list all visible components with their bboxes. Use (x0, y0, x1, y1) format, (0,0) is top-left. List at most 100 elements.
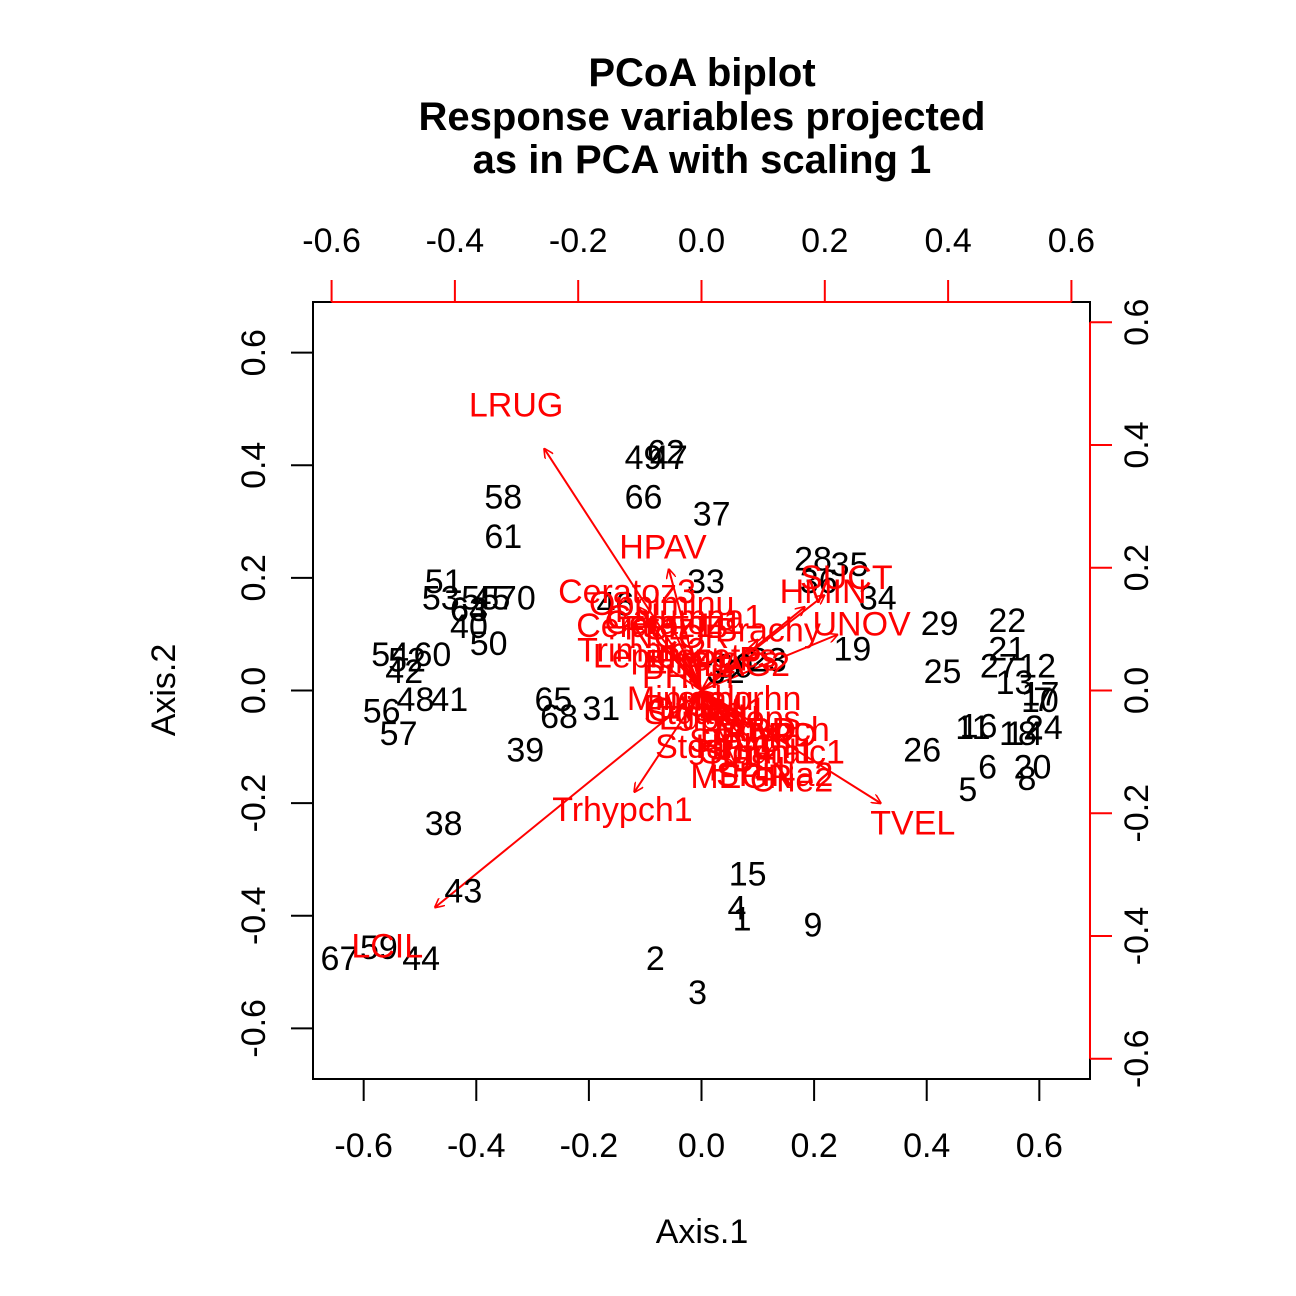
site-label: 56 (363, 692, 401, 730)
species-label: MEGR (690, 758, 792, 796)
species-arrow-minor (666, 650, 703, 692)
x-tick-label: 0.4 (903, 1127, 950, 1165)
site-label: 54 (371, 636, 409, 674)
site-label: 11 (955, 709, 990, 747)
y-axis-left: -0.6 -0.4 -0.2 0.0 0.2 0.4 0.6 (235, 329, 314, 1058)
species-label: FSET (624, 610, 711, 648)
species-label: PHTH (642, 658, 735, 696)
site-label: 47 (650, 439, 688, 477)
species-arrow (544, 449, 703, 692)
y-tick-label: 0.6 (235, 329, 273, 376)
site-label: 28 (794, 540, 832, 578)
site-label: 59 (360, 929, 398, 967)
site-label: 8 (1017, 760, 1036, 798)
site-label: 65 (535, 681, 573, 719)
y-tick-label: -0.2 (235, 774, 273, 833)
species-label: Trhypch (708, 711, 830, 749)
top-tick-label: 0.2 (801, 222, 848, 260)
species-arrow (700, 690, 736, 764)
y-tick-label: 0.0 (235, 667, 273, 714)
species-label: RARD (700, 711, 796, 749)
site-label: 49 (625, 439, 663, 477)
species-arrows (435, 449, 880, 907)
species-label: Oribatl1 (648, 691, 767, 729)
species-label: Trimalc1 (716, 733, 845, 771)
right-tick-label: 0.4 (1118, 421, 1156, 468)
site-label: 34 (859, 580, 897, 618)
species-label: Ceratoz1 (576, 607, 714, 645)
species-label: RARD (721, 717, 817, 755)
species-arrow (638, 607, 703, 692)
chart-title-line-2: Response variables projected (419, 95, 986, 139)
right-tick-label: 0.6 (1118, 299, 1156, 346)
species-label: LCIL (351, 927, 423, 965)
site-label: 45 (473, 580, 511, 618)
y-axis-right-secondary: -0.6 -0.4 -0.2 0.0 0.2 0.4 0.6 (1089, 299, 1156, 1088)
site-label: 9 (804, 906, 823, 944)
species-label: PWIL (643, 688, 726, 726)
site-label: 38 (425, 805, 463, 843)
site-label: 70 (498, 580, 536, 618)
x-tick-label: -0.2 (560, 1127, 619, 1165)
species-arrow (701, 635, 838, 692)
species-label: PPEL (709, 750, 796, 788)
site-label: 63 (450, 591, 488, 629)
species-label: SSUB (689, 722, 782, 760)
species-arrow-minor (693, 673, 703, 691)
species-arrow-minor (700, 689, 750, 729)
site-label: 7 (1033, 681, 1052, 719)
site-label: 64 (450, 591, 488, 629)
species-label: Trhypch1 (552, 791, 692, 829)
right-tick-label: -0.6 (1118, 1029, 1156, 1088)
species-label: Lepidozetes (593, 638, 776, 676)
species-label: Eupelops (659, 700, 801, 738)
site-label: 33 (687, 563, 725, 601)
right-tick-label: 0.0 (1118, 667, 1156, 714)
y-tick-label: -0.6 (235, 999, 273, 1058)
species-label: Stganl1 (700, 733, 815, 771)
top-tick-label: -0.4 (426, 222, 485, 260)
site-label: 23 (749, 642, 787, 680)
site-label: 37 (693, 495, 731, 533)
x-tick-label: 0.0 (678, 1127, 725, 1165)
species-label: ProtoPs (658, 641, 779, 679)
site-label: 14 (1005, 715, 1043, 753)
site-label: 53 (422, 580, 460, 618)
site-label: 15 (729, 856, 767, 894)
site-label: 51 (425, 563, 463, 601)
site-label: 5 (958, 771, 977, 809)
y-tick-label: 0.2 (235, 554, 273, 601)
species-label: Trimalc2 (577, 632, 706, 670)
site-label: 46 (596, 585, 634, 623)
species-label: Oppiminu (589, 585, 735, 623)
site-label: 25 (924, 653, 962, 691)
species-label: ElnPL (645, 643, 736, 681)
top-tick-label: -0.2 (549, 222, 608, 260)
top-tick-label: 0.4 (924, 222, 971, 260)
chart-title-line-3: as in PCA with scaling 1 (473, 138, 932, 182)
site-label: 58 (484, 478, 522, 516)
site-label: 50 (470, 625, 508, 663)
site-label: 1 (733, 901, 752, 939)
site-label: 66 (625, 478, 663, 516)
x-axis-bottom: -0.6 -0.4 -0.2 0.0 0.2 0.4 0.6 (334, 1078, 1063, 1165)
species-arrow (700, 640, 758, 692)
site-label: 22 (988, 602, 1026, 640)
species-label: Brachy (715, 612, 821, 650)
x-axis-label: Axis.1 (656, 1213, 749, 1251)
plot-area: 1234567891011121314151617181920212223242… (321, 386, 1063, 1011)
species-label: UNOV (813, 606, 912, 644)
species-cluster-labels: Galumna1Ceratoz1FSETNCORCeratoz1Lepidoze… (576, 598, 845, 799)
species-label: HPAV (619, 529, 707, 567)
y-tick-label: 0.4 (235, 442, 273, 489)
species-label: NCOR (629, 618, 729, 656)
site-label: 68 (540, 698, 578, 736)
site-label: 39 (506, 732, 544, 770)
top-tick-label: 0.0 (678, 222, 725, 260)
right-tick-label: 0.2 (1118, 544, 1156, 591)
site-labels: 1234567891011121314151617181920212223242… (321, 433, 1063, 1012)
site-label: 13 (996, 664, 1034, 702)
site-label: 35 (831, 546, 869, 584)
x-axis-top-secondary: -0.6 -0.4 -0.2 0.0 0.2 0.4 0.6 (302, 222, 1095, 303)
